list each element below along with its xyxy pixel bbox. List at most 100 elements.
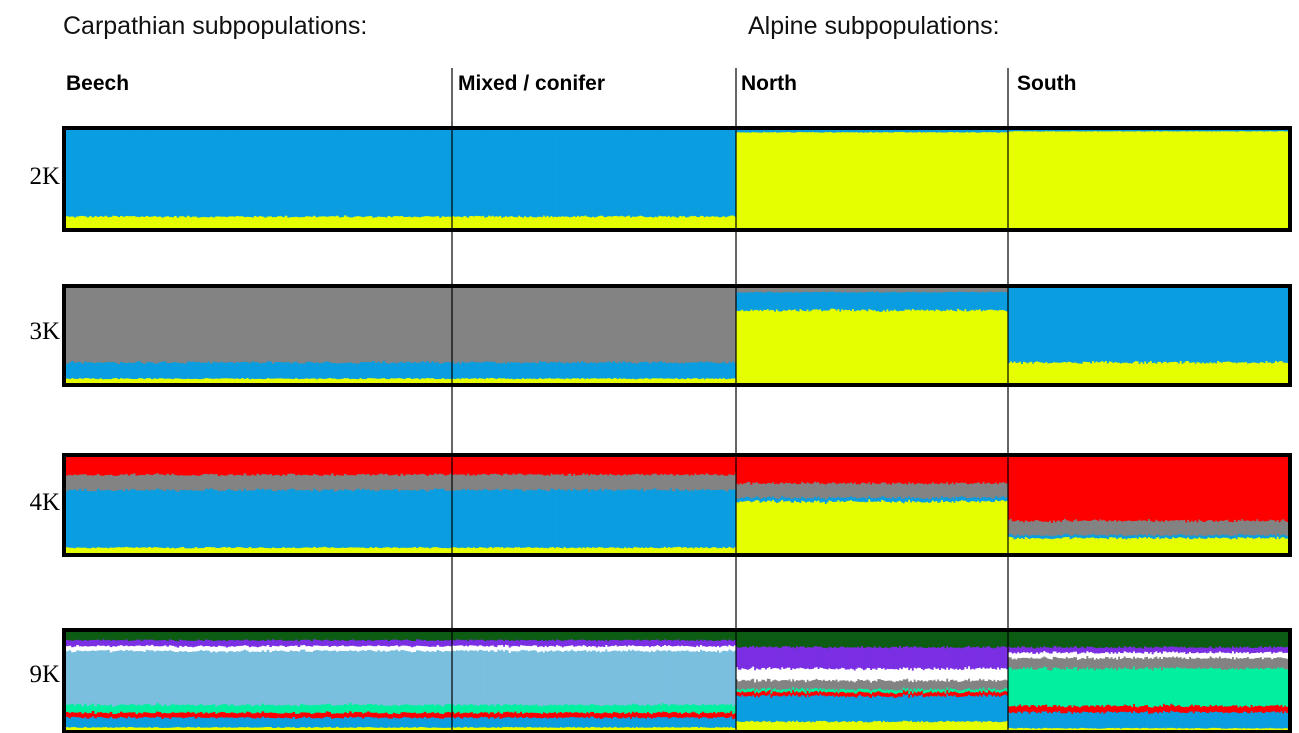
bar-segment-yellow xyxy=(495,378,499,384)
bar-segment-gray xyxy=(408,288,412,362)
bar-segment-yellow xyxy=(839,311,842,384)
bar-segment-yellow xyxy=(737,131,741,229)
bar-segment-yellow xyxy=(491,215,495,229)
bar-segment-gray xyxy=(463,288,466,363)
bar-segment-yellow xyxy=(567,378,570,384)
bar-segment-blue xyxy=(810,291,813,311)
bar-segment-blue xyxy=(628,361,631,379)
bar-segment-blue xyxy=(130,488,134,548)
bar-segment-blue xyxy=(1084,288,1087,362)
bar-segment-blue xyxy=(387,363,391,380)
bar-segment-yellow xyxy=(901,310,904,384)
bar-segment-blue xyxy=(759,130,762,133)
bar-segment-blue xyxy=(901,292,904,311)
bar-segment-yellow xyxy=(1157,130,1160,229)
bar-segment-gray xyxy=(204,473,209,489)
bar-segment-yellow xyxy=(946,309,949,384)
bar-segment-blue xyxy=(1105,130,1108,132)
bar-segment-gray xyxy=(628,288,631,363)
bar-segment-blue xyxy=(959,130,962,133)
bar-segment-yellow xyxy=(790,132,793,229)
bar-segment-yellow xyxy=(1084,131,1087,229)
bar-segment-yellow xyxy=(722,215,726,229)
bar-segment-yellow xyxy=(81,547,85,554)
bar-segment-blue xyxy=(859,130,862,133)
bar-segment-blue xyxy=(372,360,376,379)
bar-segment-yellow xyxy=(824,131,828,229)
bar-segment-blue xyxy=(821,130,824,133)
bar-segment-yellow xyxy=(686,377,690,384)
bar-segment-blue xyxy=(784,292,788,311)
bar-segment-gray xyxy=(125,473,129,489)
bar-segment-yellow xyxy=(1030,131,1033,229)
bar-segment-gray xyxy=(884,288,888,293)
bar-segment-blue xyxy=(948,291,951,311)
bar-segment-yellow xyxy=(297,547,301,554)
bar-segment-blue xyxy=(902,130,906,133)
bar-segment-yellow xyxy=(145,547,149,554)
bar-segment-blue xyxy=(1273,130,1276,132)
bar-segment-blue xyxy=(405,130,409,217)
bar-segment-gray xyxy=(256,473,260,489)
bar-segment-yellow xyxy=(662,378,665,384)
bar-segment-yellow xyxy=(641,215,644,229)
bar-segment-blue xyxy=(1118,130,1121,132)
bar-segment-blue xyxy=(565,361,569,379)
bar-segment-yellow xyxy=(385,378,389,384)
bar-segment-blue xyxy=(991,130,995,133)
bar-segment-blue xyxy=(320,130,324,217)
bar-segment-yellow xyxy=(426,215,430,229)
bar-segment-gray xyxy=(459,288,463,365)
bar-segment-blue xyxy=(1032,130,1035,132)
bar-segment-yellow xyxy=(1280,360,1283,384)
bar-segment-yellow xyxy=(1254,130,1257,229)
bar-segment-yellow xyxy=(220,377,224,384)
bar-segment-blue xyxy=(713,362,716,379)
bar-segment-yellow xyxy=(1071,130,1074,229)
bar-segment-yellow xyxy=(754,309,757,384)
bar-segment-blue xyxy=(609,130,612,217)
bar-segment-gray xyxy=(561,288,565,363)
bar-segment-blue xyxy=(271,130,276,218)
bar-segment-yellow xyxy=(841,309,844,384)
bar-segment-blue xyxy=(1065,130,1069,132)
bar-segment-blue xyxy=(1036,288,1039,362)
bar-segment-blue xyxy=(1273,288,1276,363)
bar-segment-yellow xyxy=(594,217,597,229)
bar-segment-blue xyxy=(1106,130,1110,132)
bar-segment-yellow xyxy=(679,215,682,229)
bar-segment-yellow xyxy=(1176,131,1179,229)
bar-segment-gray xyxy=(748,288,752,293)
bar-segment-red xyxy=(168,457,173,476)
bar-segment-blue xyxy=(1009,288,1013,362)
bar-segment-blue xyxy=(830,291,833,309)
bar-segment-gray xyxy=(369,288,373,362)
bar-segment-yellow xyxy=(777,310,781,384)
bar-segment-gray xyxy=(673,288,677,363)
bar-segment-yellow xyxy=(156,546,160,554)
bar-segment-gray xyxy=(181,475,185,491)
bar-segment-yellow xyxy=(1254,362,1257,384)
bar-segment-blue xyxy=(181,130,185,217)
bar-segment-blue xyxy=(89,361,93,379)
bar-segment-yellow xyxy=(102,547,106,554)
bar-segment-yellow xyxy=(197,217,201,229)
bar-segment-yellow xyxy=(998,132,1002,229)
bar-segment-gray xyxy=(724,288,728,364)
bar-segment-blue xyxy=(1192,288,1196,363)
bar-segment-yellow xyxy=(964,132,967,229)
bar-segment-gray xyxy=(284,475,288,491)
bar-segment-yellow xyxy=(510,378,514,384)
bar-segment-yellow xyxy=(639,215,642,229)
bar-segment-blue xyxy=(692,361,695,379)
bar-segment-yellow xyxy=(181,378,185,384)
bar-segment-gray xyxy=(359,288,363,363)
bar-segment-yellow xyxy=(911,132,915,229)
bar-segment-yellow xyxy=(752,310,755,384)
bar-segment-yellow xyxy=(1224,361,1227,384)
bar-segment-blue xyxy=(1058,130,1061,132)
bar-segment-blue xyxy=(248,489,252,547)
bar-segment-blue xyxy=(633,362,637,380)
bar-segment-yellow xyxy=(1075,130,1078,229)
bar-segment-yellow xyxy=(1108,130,1112,229)
